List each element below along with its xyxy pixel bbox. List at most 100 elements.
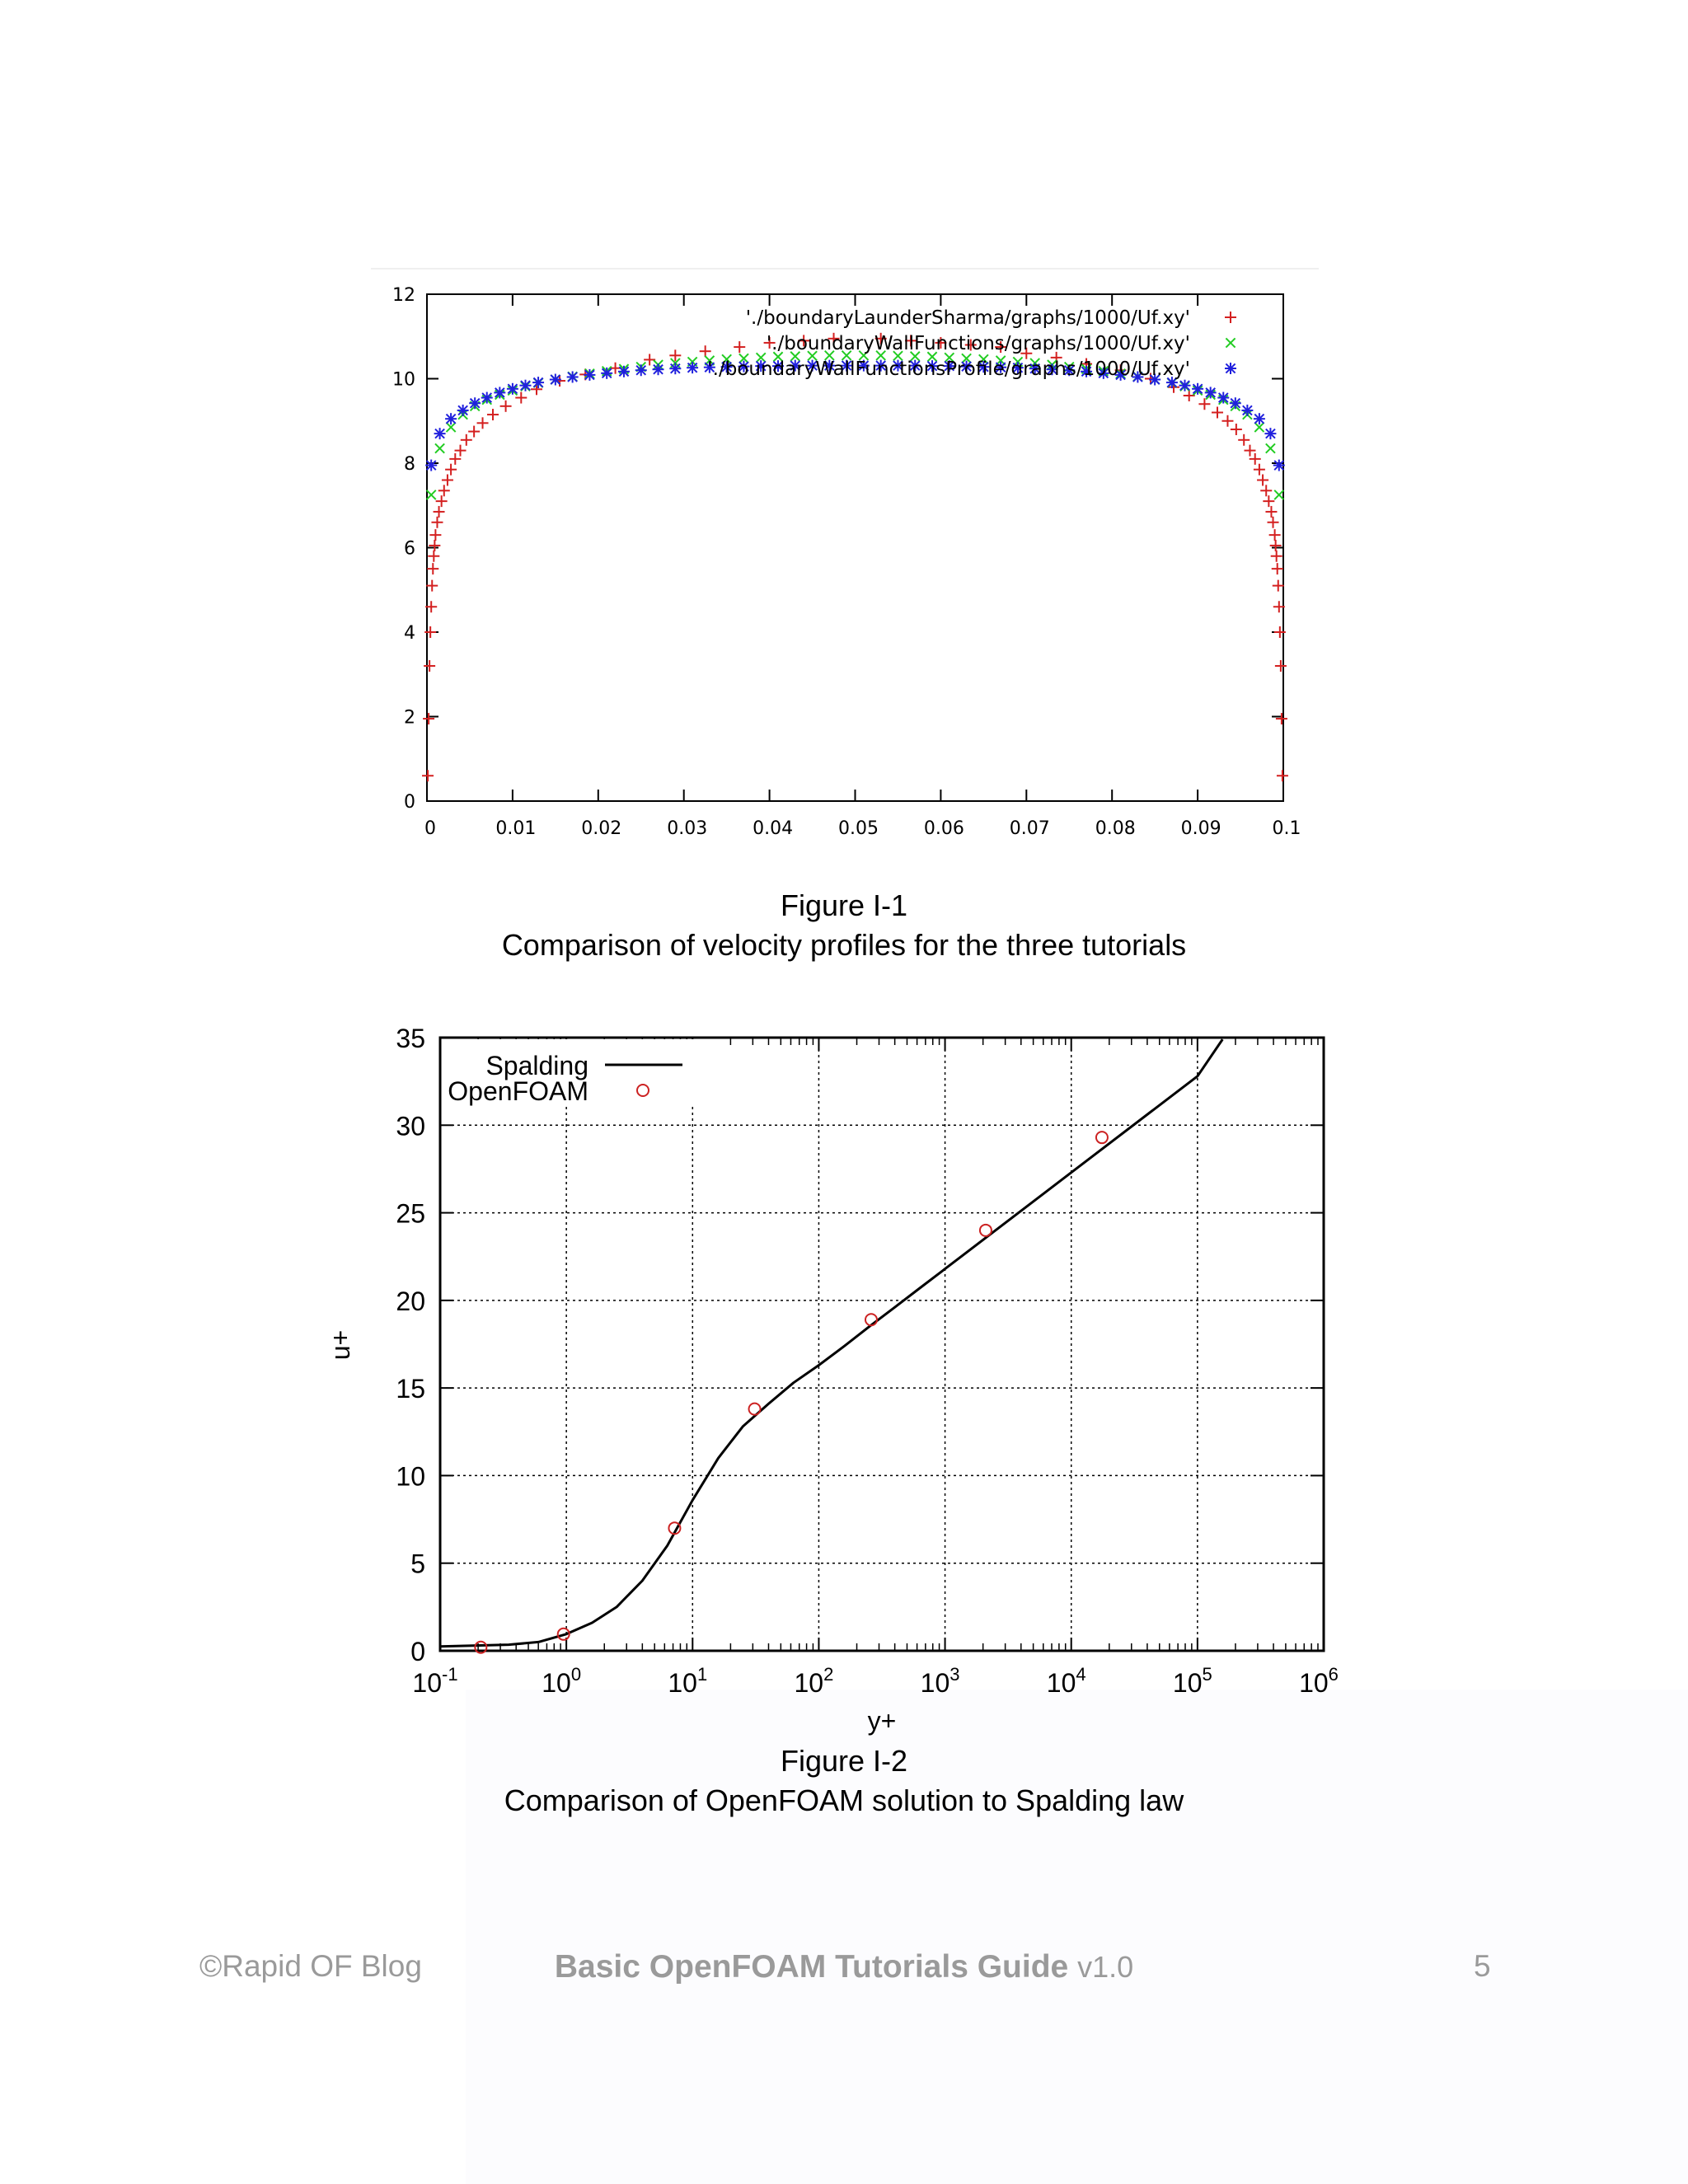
chart2-x-tick-base: 10 — [1299, 1668, 1329, 1698]
chart1-point-plus — [1267, 516, 1279, 528]
chart2-openfoam-point — [556, 1627, 570, 1641]
chart1-point-plus — [429, 539, 441, 551]
chart1-point-cross-d2 — [772, 351, 784, 363]
chart1-point-plus — [423, 713, 435, 725]
chart1-point-plus — [445, 463, 457, 476]
chart1-point-star-d2 — [635, 364, 647, 376]
footer-title-block: Basic OpenFOAM Tutorials Guide v1.0 — [0, 1949, 1688, 1985]
chart1-point-cross-d2 — [858, 350, 870, 361]
chart1-point-plus — [435, 495, 448, 508]
chart1-point-plus — [905, 335, 917, 347]
chart1-point-star — [1011, 362, 1024, 374]
chart1-point-star-d2 — [445, 413, 457, 424]
chart2-y-tick-label: 0 — [410, 1637, 425, 1666]
chart2-x-tick-label: 10-1 — [412, 1664, 457, 1698]
chart1-point-cross — [893, 350, 903, 362]
chart1-point-star-d2 — [1029, 363, 1040, 374]
figure-1-label: Figure I-1 — [780, 888, 908, 922]
chart2-legend-marker-openfoam-ring — [636, 1084, 649, 1097]
chart1-point-plus — [425, 601, 438, 613]
chart1-point-star-d2 — [687, 362, 698, 373]
chart2-x-tick-label: 102 — [795, 1664, 834, 1698]
chart1-point-plus — [828, 332, 840, 344]
figure-2-caption: Comparison of OpenFOAM solution to Spald… — [504, 1783, 1184, 1817]
chart1-point-plus — [1274, 660, 1287, 672]
chart1-point-star — [494, 387, 506, 399]
chart1-point-star — [943, 360, 955, 373]
chart2-openfoam-point-ring — [668, 1521, 682, 1535]
page-shade — [466, 1690, 1688, 2184]
chart2-x-tick-base: 10 — [542, 1668, 571, 1698]
chart1-point-star — [434, 428, 446, 440]
chart1-x-tick-label: 0.05 — [838, 818, 879, 839]
chart1-y-tick-label: 8 — [404, 454, 415, 475]
figure-2-label: Figure I-2 — [780, 1744, 908, 1778]
chart1-point-plus — [1263, 495, 1275, 508]
chart1-point-star — [584, 368, 596, 381]
chart1-point-cross — [738, 353, 749, 364]
chart1-point-star — [909, 359, 921, 372]
chart1-point-plus — [487, 409, 499, 421]
chart1-point-star-d2 — [755, 360, 767, 372]
chart1-point-plus — [1270, 550, 1282, 562]
chart1-point-plus — [995, 341, 1007, 354]
chart1-point-star — [1081, 365, 1093, 377]
chart2-openfoam-point-ring — [748, 1402, 762, 1416]
chart1-point-star — [1229, 397, 1241, 410]
chart1-point-star — [1217, 391, 1230, 404]
chart2-openfoam-points — [474, 1131, 1109, 1654]
chart1-point-star-d2 — [1081, 366, 1092, 377]
chart1-point-star-d2 — [1047, 363, 1057, 375]
chart1-x-tick-label: 0.1 — [1273, 818, 1301, 839]
chart2-x-tick-exp: 6 — [1329, 1664, 1339, 1685]
chart1-point-star — [1264, 428, 1277, 440]
chart1-point-cross-d2 — [1254, 422, 1265, 433]
chart1-point-plus — [1260, 485, 1273, 497]
chart1-point-plus — [460, 434, 472, 446]
chart1-point-cross-d2 — [978, 354, 989, 365]
chart1-point-plus — [424, 660, 436, 672]
chart2-x-tick-exp: 5 — [1203, 1664, 1212, 1685]
chart1-point-star — [687, 362, 699, 374]
chart1-point-plus — [1269, 539, 1282, 551]
chart1-point-cross — [858, 350, 870, 361]
chart1-y-tick-label: 6 — [404, 539, 415, 560]
chart1-point-star — [720, 361, 733, 373]
chart1-x-tick-label: 0.06 — [924, 818, 964, 839]
chart1-point-cross-d2 — [1273, 490, 1285, 500]
chart2-y-tick-label: 25 — [396, 1199, 425, 1229]
chart1-point-star-d2 — [875, 360, 886, 371]
chart1-point-star — [841, 359, 853, 372]
chart2-x-tick-label: 103 — [921, 1664, 960, 1698]
chart1-point-star-d2 — [601, 368, 612, 379]
chart1-point-plus — [699, 345, 711, 358]
chart2-x-tick-label: 106 — [1299, 1664, 1339, 1698]
chart2-legend-marker-openfoam — [636, 1084, 649, 1097]
chart2-y-tick-label: 10 — [396, 1461, 425, 1491]
chart1-point-cross — [875, 350, 886, 361]
chart1-point-star-d2 — [1166, 377, 1178, 388]
chart1-x-tick-label: 0.01 — [495, 818, 536, 839]
chart1-point-star — [857, 359, 870, 372]
chart2-openfoam-point — [668, 1521, 682, 1535]
chart1-point-star-d2 — [584, 369, 595, 381]
chart1-point-star — [1114, 368, 1127, 381]
chart1-point-plus — [427, 563, 439, 575]
chart1-point-cross-d2 — [1265, 443, 1276, 454]
chart1-point-star — [1132, 371, 1144, 383]
chart1-point-plus — [874, 332, 887, 344]
chart1-point-cross — [755, 352, 767, 363]
chart1-point-star — [1097, 367, 1109, 379]
chart1-point-plus — [499, 400, 512, 412]
chart1-point-star — [669, 363, 682, 375]
chart1-point-cross-d2 — [721, 354, 732, 365]
chart1-point-star — [960, 360, 973, 373]
chart1-point-star-d2 — [1012, 362, 1024, 373]
chart2-openfoam-point — [474, 1640, 488, 1654]
chart1-y-tick-label: 4 — [404, 623, 415, 644]
chart1-point-star-d2 — [1132, 372, 1143, 382]
chart1-point-star-d2 — [532, 377, 544, 388]
chart2-y-tick-label: 20 — [396, 1286, 425, 1316]
chart2-x-tick-exp: -1 — [442, 1664, 458, 1685]
